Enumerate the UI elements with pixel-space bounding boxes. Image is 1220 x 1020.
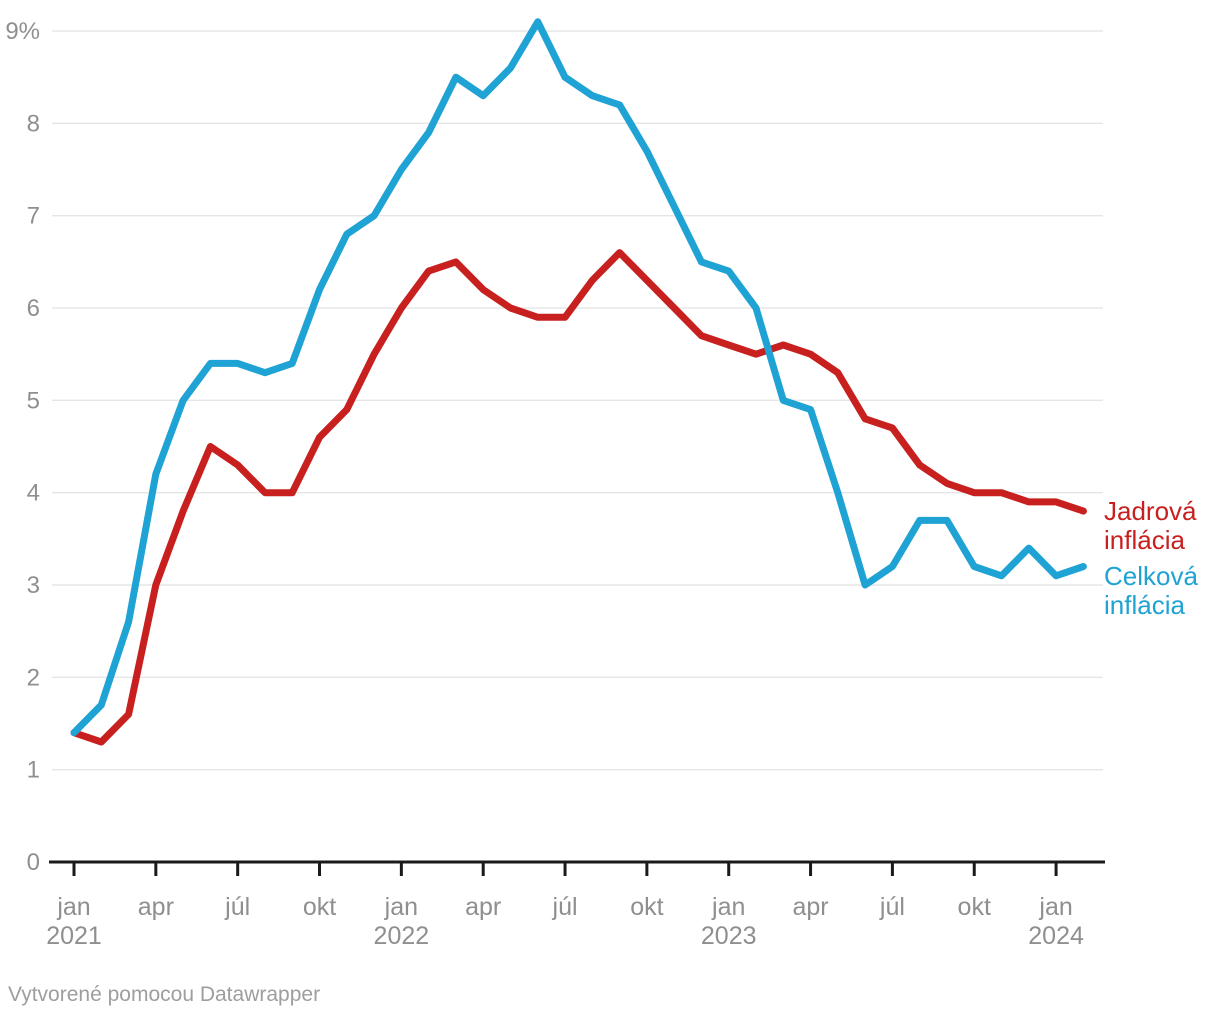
- svg-text:apr: apr: [138, 893, 174, 921]
- legend-label-headline-inflation: Celková inflácia: [1104, 561, 1198, 620]
- svg-text:6: 6: [27, 295, 40, 322]
- svg-text:jan: jan: [711, 893, 745, 921]
- svg-text:5: 5: [27, 387, 40, 414]
- svg-text:7: 7: [27, 203, 40, 230]
- svg-text:jan: jan: [1038, 893, 1072, 921]
- svg-text:júl: júl: [552, 893, 578, 921]
- svg-text:okt: okt: [630, 893, 663, 921]
- svg-text:0: 0: [27, 849, 40, 876]
- svg-text:2023: 2023: [701, 922, 757, 950]
- x-axis-ticks: [72, 863, 1058, 876]
- svg-text:2022: 2022: [374, 922, 430, 950]
- svg-text:1: 1: [27, 757, 40, 784]
- svg-text:apr: apr: [792, 893, 828, 921]
- svg-text:jan: jan: [384, 893, 418, 921]
- svg-text:9%: 9%: [5, 18, 40, 45]
- y-gridlines: [52, 30, 1103, 771]
- svg-text:júl: júl: [224, 893, 250, 921]
- svg-text:2021: 2021: [46, 922, 102, 950]
- svg-text:okt: okt: [303, 893, 336, 921]
- series-line-jadrova-inflacia: [70, 249, 1087, 746]
- svg-text:2024: 2024: [1028, 922, 1084, 950]
- svg-text:apr: apr: [465, 893, 501, 921]
- svg-text:3: 3: [27, 572, 40, 599]
- y-axis-labels: 0 1 2 3 4 5 6 7 8 9%: [5, 18, 40, 876]
- svg-text:júl: júl: [879, 893, 905, 921]
- svg-text:okt: okt: [958, 893, 991, 921]
- datawrapper-credit: Vytvorené pomocou Datawrapper: [8, 983, 321, 1006]
- svg-text:8: 8: [27, 110, 40, 137]
- svg-text:2: 2: [27, 664, 40, 691]
- svg-text:4: 4: [27, 480, 40, 507]
- series-line-celkova-inflacia: [70, 18, 1087, 737]
- svg-text:jan: jan: [56, 893, 90, 921]
- legend-label-core-inflation: Jadrová inflácia: [1104, 496, 1197, 555]
